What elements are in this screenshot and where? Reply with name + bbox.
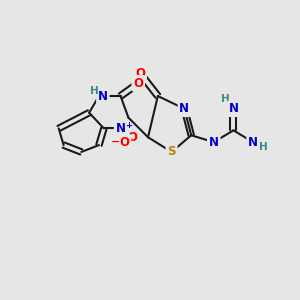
- Text: O: O: [133, 77, 143, 90]
- Text: −: −: [111, 137, 120, 147]
- Text: H: H: [221, 94, 230, 104]
- Text: N: N: [209, 136, 219, 148]
- Text: H: H: [90, 86, 98, 96]
- Text: N: N: [228, 102, 239, 115]
- Text: +: +: [125, 121, 132, 130]
- Text: N: N: [98, 89, 108, 103]
- Text: N: N: [116, 122, 126, 135]
- Text: O: O: [135, 67, 145, 80]
- Text: O: O: [119, 136, 130, 148]
- Text: O: O: [127, 131, 137, 144]
- Text: H: H: [260, 142, 268, 152]
- Text: S: S: [167, 146, 176, 158]
- Text: N: N: [179, 102, 189, 115]
- Text: N: N: [248, 136, 258, 148]
